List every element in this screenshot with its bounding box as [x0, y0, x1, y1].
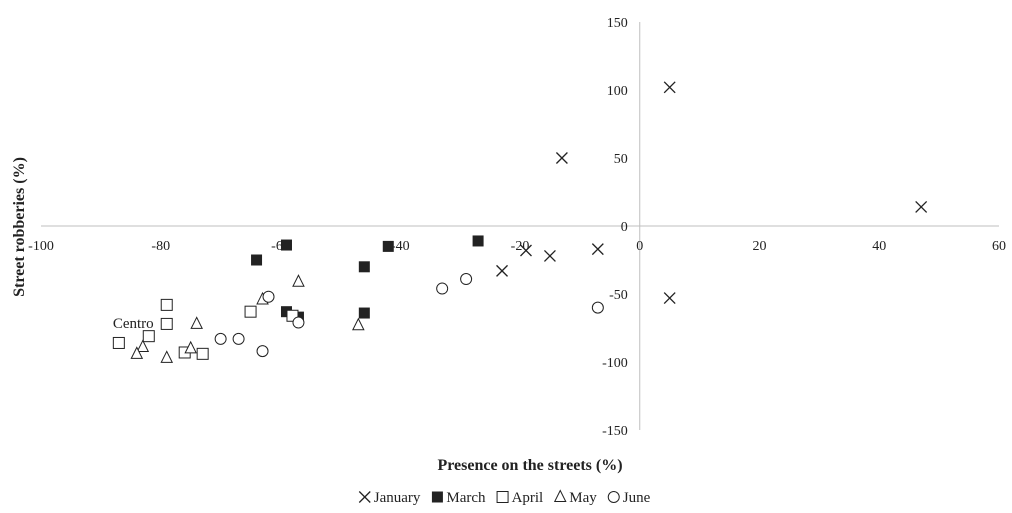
- point-june: [436, 282, 449, 295]
- x-tick-label: -20: [511, 239, 530, 254]
- legend-marker: [358, 491, 371, 503]
- series-march: [251, 235, 484, 323]
- legend-label: January: [374, 490, 421, 506]
- legend-marker: [431, 491, 443, 503]
- legend-label: April: [512, 490, 544, 506]
- x-tick-label: 40: [872, 239, 886, 254]
- point-june: [214, 332, 227, 345]
- point-june: [232, 332, 245, 345]
- y-tick-label: 150: [607, 16, 628, 31]
- point-may: [352, 317, 365, 331]
- point-march: [251, 254, 263, 266]
- point-april: [160, 298, 173, 311]
- x-tick-label: 20: [753, 239, 767, 254]
- point-march: [358, 307, 370, 319]
- point-april: [196, 347, 209, 360]
- point-april: [112, 336, 125, 349]
- x-tick-label: 0: [636, 239, 643, 254]
- point-march: [382, 240, 394, 252]
- point-may: [160, 350, 174, 363]
- point-may: [292, 274, 305, 287]
- annotations: Centro: [113, 316, 154, 332]
- legend-item-march: March: [431, 490, 486, 506]
- legend-label: May: [569, 490, 597, 506]
- legend-item-april: April: [496, 490, 544, 506]
- point-may: [136, 339, 150, 353]
- point-may: [184, 340, 197, 354]
- legend-item-may: May: [553, 489, 597, 506]
- point-january: [591, 243, 604, 256]
- legend: January March April May June: [358, 489, 651, 506]
- point-june: [460, 273, 473, 286]
- point-january: [915, 201, 928, 213]
- point-may: [190, 316, 203, 329]
- point-january: [663, 81, 676, 94]
- legend-item-january: January: [358, 490, 421, 506]
- point-march: [280, 239, 292, 251]
- point-april: [286, 309, 299, 322]
- point-april: [244, 305, 257, 318]
- point-march: [472, 235, 484, 247]
- tick-labels: -100 -80 -60 -40 -20 0 20 40 60-150-100-50050100…: [28, 16, 1006, 439]
- legend-label: March: [446, 490, 486, 506]
- series-april: [112, 298, 299, 360]
- axes: [41, 22, 999, 430]
- legend-marker: [553, 489, 567, 502]
- point-april: [160, 317, 173, 330]
- legend-marker: [607, 491, 620, 503]
- x-tick-label: -40: [391, 239, 410, 254]
- data-points: [112, 81, 928, 363]
- legend-item-june: June: [607, 490, 651, 506]
- legend-marker: [496, 491, 509, 503]
- point-may: [130, 346, 144, 359]
- y-tick-label: -100: [602, 356, 628, 371]
- point-january: [543, 249, 556, 262]
- point-june: [256, 345, 269, 358]
- series-june: [214, 273, 604, 358]
- point-january: [663, 292, 676, 305]
- y-axis-title: Street robberies (%): [11, 157, 28, 297]
- legend-label: June: [623, 490, 651, 506]
- point-june: [292, 316, 305, 329]
- point-march: [358, 261, 370, 273]
- annotation-label: Centro: [113, 316, 154, 332]
- point-january: [496, 264, 508, 277]
- x-tick-label: 60: [992, 239, 1006, 254]
- y-tick-label: 0: [621, 220, 628, 235]
- point-january: [520, 244, 532, 257]
- point-january: [555, 152, 568, 164]
- point-april: [142, 330, 155, 343]
- y-tick-label: -150: [602, 424, 628, 439]
- y-tick-label: 100: [607, 84, 628, 99]
- y-tick-label: 50: [614, 152, 628, 167]
- x-tick-label: -80: [151, 239, 170, 254]
- x-axis-title: Presence on the streets (%): [437, 457, 622, 474]
- point-june: [262, 290, 275, 303]
- series-january: [496, 81, 928, 305]
- y-tick-label: -50: [609, 288, 628, 303]
- point-june: [591, 301, 604, 314]
- x-tick-label: -100: [28, 239, 54, 254]
